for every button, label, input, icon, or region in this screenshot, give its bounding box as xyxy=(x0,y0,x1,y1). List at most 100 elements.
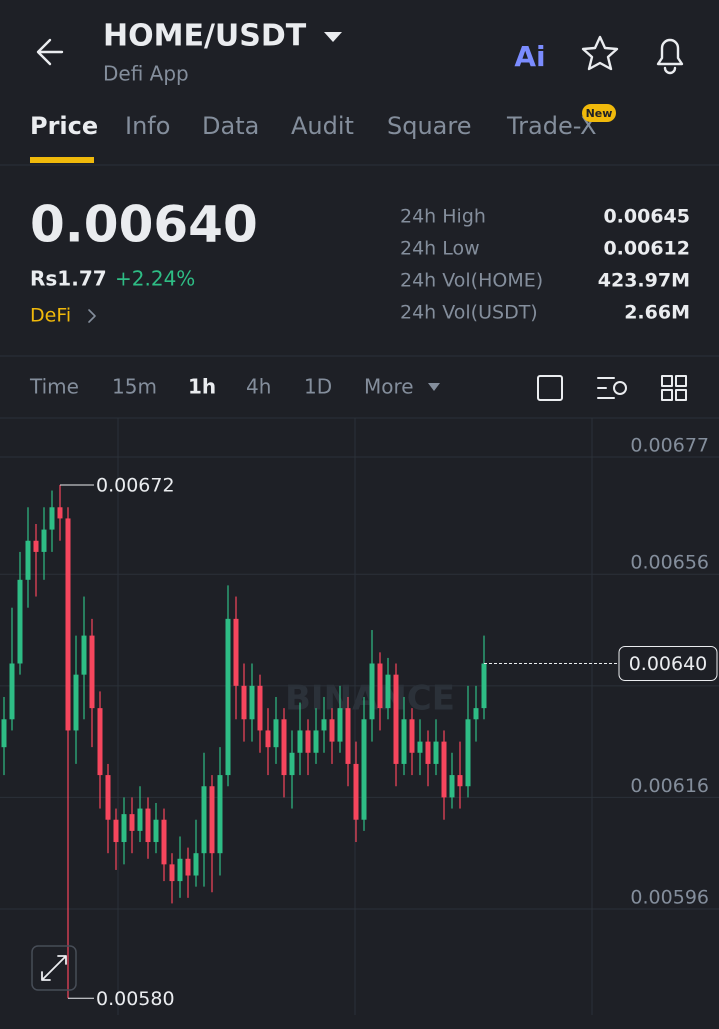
new-badge-bg xyxy=(582,104,616,122)
candle-body xyxy=(409,719,415,753)
new-badge: New xyxy=(586,107,613,120)
last-price-box xyxy=(618,645,718,681)
candle-body xyxy=(49,507,55,530)
pair-subtitle: Defi App xyxy=(103,62,189,86)
candle-body xyxy=(281,719,287,776)
indicator-button[interactable] xyxy=(597,377,627,399)
fullscreen-icon xyxy=(41,955,67,981)
candle-body xyxy=(217,775,223,854)
candle-body xyxy=(321,719,327,731)
stat-label: 24h Low xyxy=(400,238,480,260)
extreme-label: 0.00672 xyxy=(96,474,175,496)
candle-body xyxy=(273,719,279,748)
candle-body xyxy=(417,741,423,753)
interval-button[interactable]: 15m xyxy=(112,375,157,399)
candle-body xyxy=(33,540,39,552)
last-price-label: 0.00640 xyxy=(629,653,708,675)
candle-body xyxy=(457,775,463,787)
candle-body xyxy=(401,719,407,764)
candle-body xyxy=(257,685,263,731)
candle-body xyxy=(377,663,383,709)
fullscreen-button[interactable] xyxy=(31,945,77,991)
candle-body xyxy=(57,507,63,519)
back-button[interactable] xyxy=(36,38,64,66)
candle-body xyxy=(169,864,175,882)
layout-button[interactable] xyxy=(661,375,687,401)
stat-label: 24h Vol(USDT) xyxy=(400,302,538,324)
y-tick-label: 0.00616 xyxy=(630,775,709,797)
favorite-button[interactable] xyxy=(581,35,619,71)
candle-body xyxy=(313,730,319,753)
candle-body xyxy=(305,730,311,753)
tab[interactable]: Data xyxy=(202,112,259,140)
candle-body xyxy=(9,663,15,720)
y-tick-label: 0.00656 xyxy=(630,552,709,574)
candle-body xyxy=(145,808,151,843)
candle-body xyxy=(153,819,159,843)
interval-button: Time xyxy=(29,375,79,399)
sector-tag[interactable]: DeFi xyxy=(30,305,71,327)
pair-dropdown[interactable] xyxy=(324,32,342,42)
price-change: +2.24% xyxy=(115,267,195,291)
candle-body xyxy=(249,685,255,720)
candle-body xyxy=(1,719,7,748)
candle-body xyxy=(233,618,239,686)
y-tick-label: 0.00677 xyxy=(630,435,709,457)
tab[interactable]: Square xyxy=(387,112,472,140)
tab[interactable]: Trade-X xyxy=(506,112,597,140)
candle-body xyxy=(369,663,375,720)
interval-button[interactable]: More xyxy=(364,375,414,399)
fiat-price: Rs1.77 xyxy=(30,267,107,291)
candle-body xyxy=(481,663,487,709)
interval-button[interactable]: 4h xyxy=(246,375,271,399)
candle-body xyxy=(161,819,167,865)
interval-button[interactable]: 1D xyxy=(304,375,332,399)
candle-body xyxy=(177,858,183,882)
candle-body xyxy=(337,708,343,742)
chart-tool-button[interactable] xyxy=(537,375,563,401)
candle-body xyxy=(385,674,391,709)
candle-body xyxy=(113,819,119,843)
candle-body xyxy=(105,775,111,820)
chevron xyxy=(88,309,96,323)
candle-body xyxy=(81,635,87,675)
stat-label: 24h High xyxy=(400,206,486,228)
candle-body xyxy=(441,741,447,798)
candle-body xyxy=(425,741,431,764)
candle-body xyxy=(265,730,271,748)
pair-title[interactable]: HOME/USDT xyxy=(103,19,307,54)
candle-body xyxy=(297,730,303,753)
stat-value: 0.00612 xyxy=(603,238,690,260)
candle-body xyxy=(73,674,79,731)
more-dropdown xyxy=(428,383,440,391)
candle-body xyxy=(209,786,215,854)
candle-chart: BINANCE 0.006770.006560.006360.006160.00… xyxy=(0,418,719,1015)
ai-button[interactable]: Ai xyxy=(514,40,545,73)
candle-body xyxy=(345,708,351,764)
candle-body xyxy=(433,741,439,764)
candle-body xyxy=(473,708,479,720)
candle-body xyxy=(393,674,399,764)
candle-body xyxy=(25,540,31,580)
candle-body xyxy=(41,529,47,552)
alert-button[interactable] xyxy=(656,38,684,75)
candle-body xyxy=(353,763,359,820)
stat-value: 423.97M xyxy=(598,270,690,292)
tab[interactable]: Audit xyxy=(291,112,354,140)
interval-button[interactable]: 1h xyxy=(188,375,216,399)
extreme-label: 0.00580 xyxy=(96,988,175,1010)
tab-indicator xyxy=(30,157,94,163)
candle-body xyxy=(129,814,135,831)
candle-body xyxy=(289,752,295,776)
stat-value: 0.00645 xyxy=(603,206,690,228)
candle-body xyxy=(361,719,367,820)
candle-body xyxy=(225,618,231,776)
last-price: 0.00640 xyxy=(30,196,258,254)
candle-body xyxy=(241,685,247,720)
tab[interactable]: Info xyxy=(125,112,170,140)
candle-body xyxy=(185,858,191,876)
candle-body xyxy=(449,775,455,798)
y-tick-label: 0.00596 xyxy=(630,886,709,908)
tab[interactable]: Price xyxy=(30,112,98,140)
